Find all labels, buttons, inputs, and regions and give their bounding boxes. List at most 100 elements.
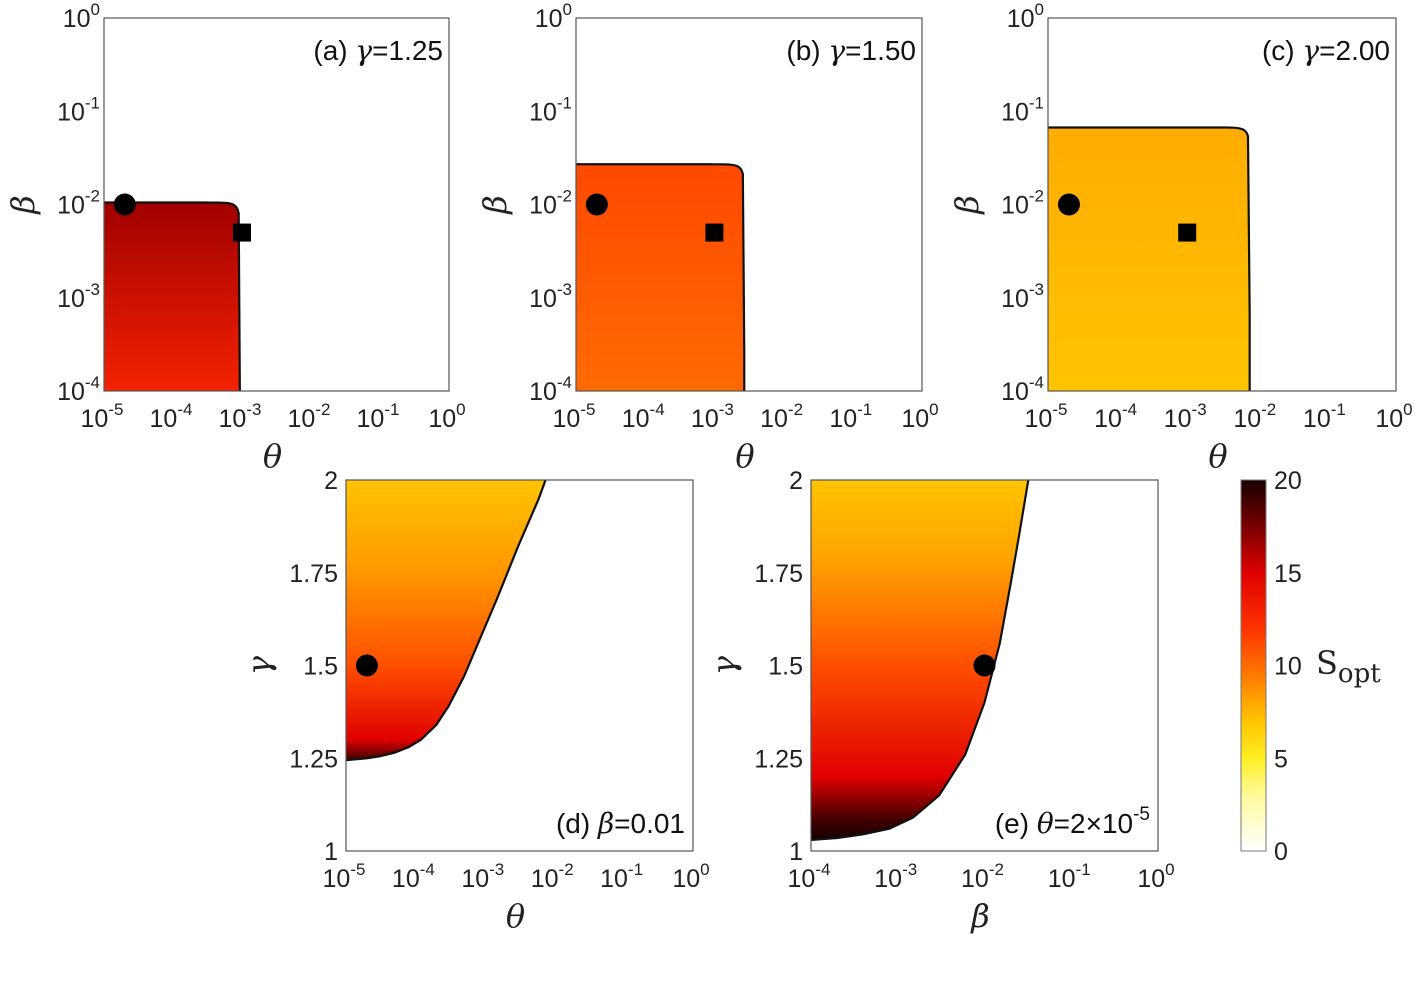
colorbar: 0 5 10 15 20 Sopt: [1240, 467, 1381, 866]
y-tick-label: 10-3: [529, 280, 572, 313]
x-tick-label: 10-5: [553, 400, 596, 433]
x-axis-label: θ: [1208, 437, 1227, 475]
x-tick-label: 10-1: [829, 400, 872, 433]
y-tick-label: 1.75: [289, 560, 338, 588]
panel-b: 10-5 10-4 10-3 10-2 10-1 10010-410-310-210-11…: [476, 0, 939, 475]
square-marker: [705, 223, 724, 242]
y-tick-label: 10-4: [529, 373, 572, 406]
plot-frame: [810, 479, 1159, 852]
x-tick-label: 100: [428, 400, 465, 433]
panel-annotation: (b) γ=1.50: [786, 34, 916, 67]
square-marker: [1178, 223, 1197, 242]
x-tick-label: 10-3: [219, 400, 262, 433]
panel-annotation: (d) β=0.01: [556, 807, 685, 840]
feasible-region: [104, 202, 240, 391]
boundary-curve: [1048, 126, 1251, 391]
y-tick-label: 2: [324, 467, 338, 495]
circle-marker: [113, 193, 136, 216]
circle-marker: [585, 193, 608, 216]
plot-frame: [103, 17, 450, 392]
panel-c: 10-5 10-4 10-3 10-2 10-1 10010-410-310-210-11…: [948, 0, 1413, 475]
x-tick-label: 10-4: [622, 400, 665, 433]
boundary-curve: [345, 479, 547, 762]
colorbar-tick-label: 0: [1274, 838, 1288, 866]
circle-marker: [973, 654, 996, 677]
boundary-curve: [576, 163, 746, 391]
x-tick-label: 100: [1375, 400, 1412, 433]
x-tick-label: 10-2: [760, 400, 803, 433]
x-axis-label: θ: [735, 437, 754, 475]
y-tick-label: 10-3: [1001, 280, 1044, 313]
x-tick-label: 10-1: [1048, 860, 1091, 893]
y-tick-label: 1.25: [289, 745, 338, 773]
y-axis-label: γ: [240, 655, 278, 675]
y-tick-label: 10-2: [57, 187, 100, 220]
x-tick-label: 10-1: [1303, 400, 1346, 433]
y-axis-label: β: [948, 195, 986, 215]
x-tick-label: 10-3: [691, 400, 734, 433]
x-tick-label: 10-3: [1164, 400, 1207, 433]
feasible-region: [346, 480, 546, 761]
x-tick-label: 100: [672, 860, 709, 893]
x-axis-label: β: [970, 897, 990, 935]
feasible-region: [576, 164, 745, 391]
y-tick-label: 1.25: [754, 745, 803, 773]
feasible-region: [811, 480, 1029, 840]
plot-frame: [345, 479, 694, 852]
y-tick-label: 10-1: [57, 93, 100, 126]
square-marker: [233, 223, 251, 242]
x-tick-label: 10-1: [357, 400, 400, 433]
y-axis-label: β: [4, 195, 42, 215]
x-tick-label: 10-3: [461, 860, 504, 893]
y-tick-label: 1.5: [768, 653, 803, 681]
circle-marker: [355, 654, 378, 677]
x-axis-label: θ: [263, 437, 282, 475]
y-tick-label: 1: [324, 838, 338, 866]
y-tick-label: 100: [535, 0, 572, 33]
x-tick-label: 10-4: [1094, 400, 1137, 433]
feasible-region: [1048, 127, 1250, 391]
y-tick-label: 10-4: [1001, 373, 1044, 406]
y-tick-label: 10-2: [529, 187, 572, 220]
x-tick-label: 10-2: [1233, 400, 1276, 433]
panel-annotation: (a) γ=1.25: [313, 34, 443, 67]
y-tick-label: 1.5: [303, 653, 338, 681]
y-tick-label: 10-1: [1001, 93, 1044, 126]
x-tick-label: 10-5: [1025, 400, 1068, 433]
x-tick-label: 10-1: [600, 860, 643, 893]
x-axis-label: θ: [506, 897, 525, 935]
colorbar-tick-label: 20: [1274, 467, 1302, 495]
boundary-curve: [810, 479, 1030, 841]
plot-frame: [575, 17, 923, 392]
panel-d: 10-5 10-4 10-3 10-2 10-1 100 1 1.25 1.5 1.75 2 θ γ (d…: [240, 467, 710, 935]
circle-marker: [1057, 193, 1080, 216]
x-tick-label: 10-5: [81, 400, 124, 433]
panel-a: 10-5 10-4 10-3 10-2 10-1 10010-410-310-210-11…: [4, 0, 466, 475]
colorbar-tick-label: 15: [1274, 560, 1302, 588]
x-tick-label: 100: [901, 400, 938, 433]
x-tick-label: 10-3: [874, 860, 917, 893]
x-tick-label: 100: [1137, 860, 1174, 893]
x-tick-label: 10-2: [288, 400, 331, 433]
x-tick-label: 10-4: [788, 860, 831, 893]
y-tick-label: 10-1: [529, 93, 572, 126]
panel-annotation: (e) θ=2×10-5: [995, 804, 1150, 840]
colorbar-scale: [1240, 479, 1267, 852]
x-tick-label: 10-2: [961, 860, 1004, 893]
panel-e: 10-4 10-3 10-2 10-1 100 1 1.25 1.5 1.75 2 β γ (e) θ=…: [705, 467, 1175, 935]
y-axis-label: β: [476, 195, 514, 215]
y-tick-label: 100: [1007, 0, 1044, 33]
colorbar-tick-label: 10: [1274, 653, 1302, 681]
x-tick-label: 10-2: [531, 860, 574, 893]
y-axis-label: γ: [705, 655, 743, 675]
y-tick-label: 1.75: [754, 560, 803, 588]
plot-frame: [1047, 17, 1397, 392]
y-tick-label: 10-2: [1001, 187, 1044, 220]
panel-annotation: (c) γ=2.00: [1262, 34, 1390, 67]
x-tick-label: 10-4: [392, 860, 435, 893]
colorbar-label: Sopt: [1316, 644, 1381, 689]
y-tick-label: 100: [63, 0, 100, 33]
y-tick-label: 10-4: [57, 373, 100, 406]
y-tick-label: 2: [789, 467, 803, 495]
